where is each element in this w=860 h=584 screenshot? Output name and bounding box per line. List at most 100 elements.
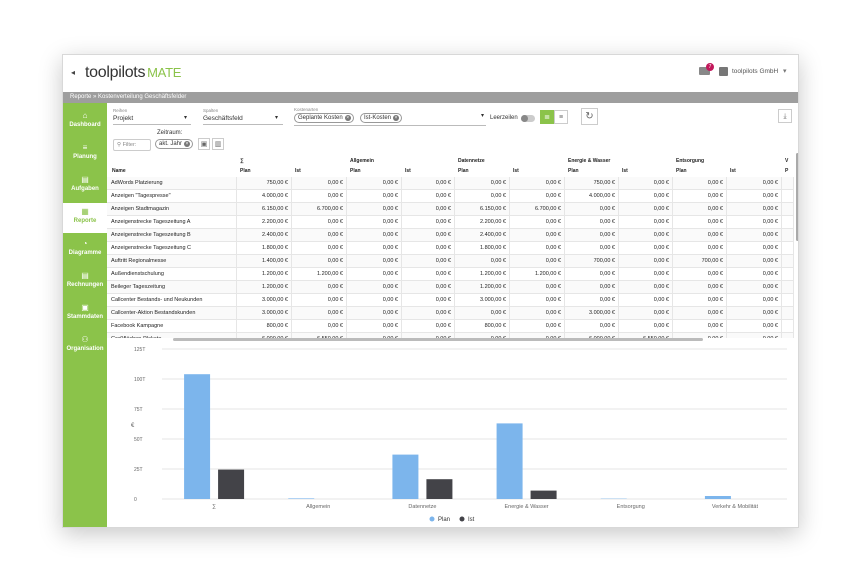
table-row[interactable]: Facebook Kampagne 800,00 €0,00 €0,00 €0,0…: [107, 320, 794, 333]
sidebar-item-label: Stammdaten: [66, 314, 103, 320]
row-value: 0,00 €: [292, 307, 347, 320]
close-icon[interactable]: ×: [344, 115, 351, 121]
column-header-ist: Ist: [405, 168, 411, 174]
mail-icon[interactable]: [699, 67, 710, 75]
row-value: 0,00 €: [455, 255, 510, 268]
sidebar-item-diagramme[interactable]: ◔ Diagramme: [63, 235, 107, 265]
row-value: 2.400,00 €: [455, 229, 510, 242]
chevron-down-icon[interactable]: ▾: [184, 115, 188, 121]
chevron-down-icon[interactable]: ▾: [275, 115, 279, 121]
chip-ist-kosten[interactable]: Ist-Kosten ×: [360, 113, 403, 123]
row-value: 0,00 €: [510, 307, 565, 320]
row-value: 2.200,00 €: [237, 216, 292, 229]
sidebar-item-rechnungen[interactable]: ▤ Rechnungen: [63, 267, 107, 297]
table-row[interactable]: Anzeigenstrecke Tageszeitung B 2.400,00 €…: [107, 229, 794, 242]
bar-plan[interactable]: [704, 496, 731, 499]
row-value: 0,00 €: [402, 229, 455, 242]
x-tick-label: Allgemein: [306, 504, 330, 510]
table-row[interactable]: AdWords Platzierung 750,00 €0,00 €0,00 €0…: [107, 177, 794, 190]
row-value: 1.200,00 €: [510, 268, 565, 281]
trash-icon[interactable]: ▥: [212, 138, 224, 150]
column-header-name: Name: [112, 168, 126, 174]
table-row[interactable]: Callcenter Bestands- und Neukunden 3.000,…: [107, 294, 794, 307]
bar-ist[interactable]: [426, 479, 453, 499]
row-name: Callcenter-Aktion Bestandskunden: [107, 307, 237, 320]
horizontal-scrollbar[interactable]: [173, 338, 703, 341]
row-value: 6.000,00 €: [565, 333, 619, 338]
sidebar-item-icon: ◔: [82, 239, 88, 248]
sidebar-item-organisation[interactable]: ⚇ Organisation: [63, 331, 107, 361]
bar-plan[interactable]: [392, 454, 419, 499]
filter-input[interactable]: ⚲ Filter:: [113, 139, 151, 151]
row-value: 0,00 €: [347, 203, 402, 216]
save-icon[interactable]: ▣: [198, 138, 210, 150]
row-value: 0,00 €: [510, 294, 565, 307]
row-value: 6.150,00 €: [237, 203, 292, 216]
table-row[interactable]: Anzeigen "Tagespresse" 4.000,00 €0,00 €0,…: [107, 190, 794, 203]
legend-label[interactable]: Ist: [468, 517, 475, 523]
row-value: 0,00 €: [347, 177, 402, 190]
x-tick-label: Datennetze: [408, 504, 436, 510]
row-value: 0,00 €: [455, 307, 510, 320]
sidebar-item-aufgaben[interactable]: ▤ Aufgaben: [63, 171, 107, 201]
leerzeilen-toggle[interactable]: [521, 115, 535, 122]
sidebar-item-planung[interactable]: ≡ Planung: [63, 139, 107, 169]
row-value: 0,00 €: [347, 294, 402, 307]
table-row[interactable]: Anzeigenstrecke Tageszeitung C 1.800,00 €…: [107, 242, 794, 255]
bar-plan[interactable]: [184, 374, 211, 499]
bar-ist[interactable]: [218, 469, 245, 499]
cols-select[interactable]: Geschäftsfeld: [203, 115, 243, 122]
row-value: 0,00 €: [292, 177, 347, 190]
filter-icon: ⚲: [117, 142, 123, 148]
vertical-scrollbar[interactable]: [796, 153, 798, 241]
table-row[interactable]: Außendienstschulung 1.200,00 €1.200,00 €0…: [107, 268, 794, 281]
row-value: 3.000,00 €: [237, 307, 292, 320]
row-value: 0,00 €: [619, 255, 673, 268]
download-icon[interactable]: ⤓: [778, 109, 792, 123]
breadcrumb: Reporte » Kostenverteilung Geschäftsfeld…: [63, 92, 798, 103]
row-value: 700,00 €: [565, 255, 619, 268]
table-view-icon[interactable]: ≣: [540, 110, 554, 124]
y-tick-label: 100T: [134, 377, 145, 383]
chevron-down-icon[interactable]: ▾: [481, 113, 485, 119]
close-icon[interactable]: ×: [184, 141, 191, 147]
row-value: 0,00 €: [292, 216, 347, 229]
sidebar-item-label: Planung: [73, 154, 97, 160]
list-view-icon[interactable]: ≡: [554, 110, 568, 124]
row-value: 6.150,00 €: [455, 203, 510, 216]
row-value: 0,00 €: [402, 190, 455, 203]
table-row[interactable]: Auftritt Regionalmesse 1.400,00 €0,00 €0,…: [107, 255, 794, 268]
table-row[interactable]: Anzeigenstrecke Tageszeitung A 2.200,00 €…: [107, 216, 794, 229]
row-value: 750,00 €: [237, 177, 292, 190]
bar-plan[interactable]: [496, 423, 523, 499]
sidebar-item-stammdaten[interactable]: ▣ Stammdaten: [63, 299, 107, 329]
chevron-down-icon[interactable]: ▾: [783, 68, 787, 75]
row-value: 0,00 €: [565, 320, 619, 333]
legend-marker: [429, 516, 435, 522]
table-row[interactable]: Anzeigen Stadtmagazin 6.150,00 €6.700,00 …: [107, 203, 794, 216]
row-name: Auftritt Regionalmesse: [107, 255, 237, 268]
table-row[interactable]: Großflächen-Plakate6.000,00 €6.550,00 €0…: [107, 333, 794, 338]
chip-akt-jahr[interactable]: akt. Jahr ×: [155, 139, 194, 149]
rows-select[interactable]: Projekt: [113, 115, 134, 122]
row-value: 2.200,00 €: [455, 216, 510, 229]
back-arrow-icon[interactable]: ◂: [71, 68, 76, 77]
table-row[interactable]: Beileger Tageszeitung 1.200,00 €0,00 €0,0…: [107, 281, 794, 294]
column-group-header: Allgemein: [350, 158, 374, 164]
row-value-partial: [782, 268, 794, 281]
bar-plan[interactable]: [288, 498, 315, 499]
sidebar-item-dashboard[interactable]: ⌂ Dashboard: [63, 107, 107, 137]
sidebar-item-reporte[interactable]: ▦ Reporte: [63, 203, 107, 233]
row-value: 0,00 €: [347, 307, 402, 320]
chip-geplante-kosten[interactable]: Geplante Kosten ×: [294, 113, 354, 123]
company-name[interactable]: toolpilots GmbH: [732, 68, 779, 75]
table-row[interactable]: Callcenter-Aktion Bestandskunden 3.000,00…: [107, 307, 794, 320]
bar-ist[interactable]: [530, 490, 557, 499]
refresh-icon[interactable]: ↻: [581, 108, 598, 125]
row-value: 0,00 €: [402, 307, 455, 320]
close-icon[interactable]: ×: [393, 115, 400, 121]
row-value: 0,00 €: [455, 333, 510, 338]
legend-label[interactable]: Plan: [438, 517, 450, 523]
row-value: 0,00 €: [727, 294, 782, 307]
row-value: 0,00 €: [565, 281, 619, 294]
